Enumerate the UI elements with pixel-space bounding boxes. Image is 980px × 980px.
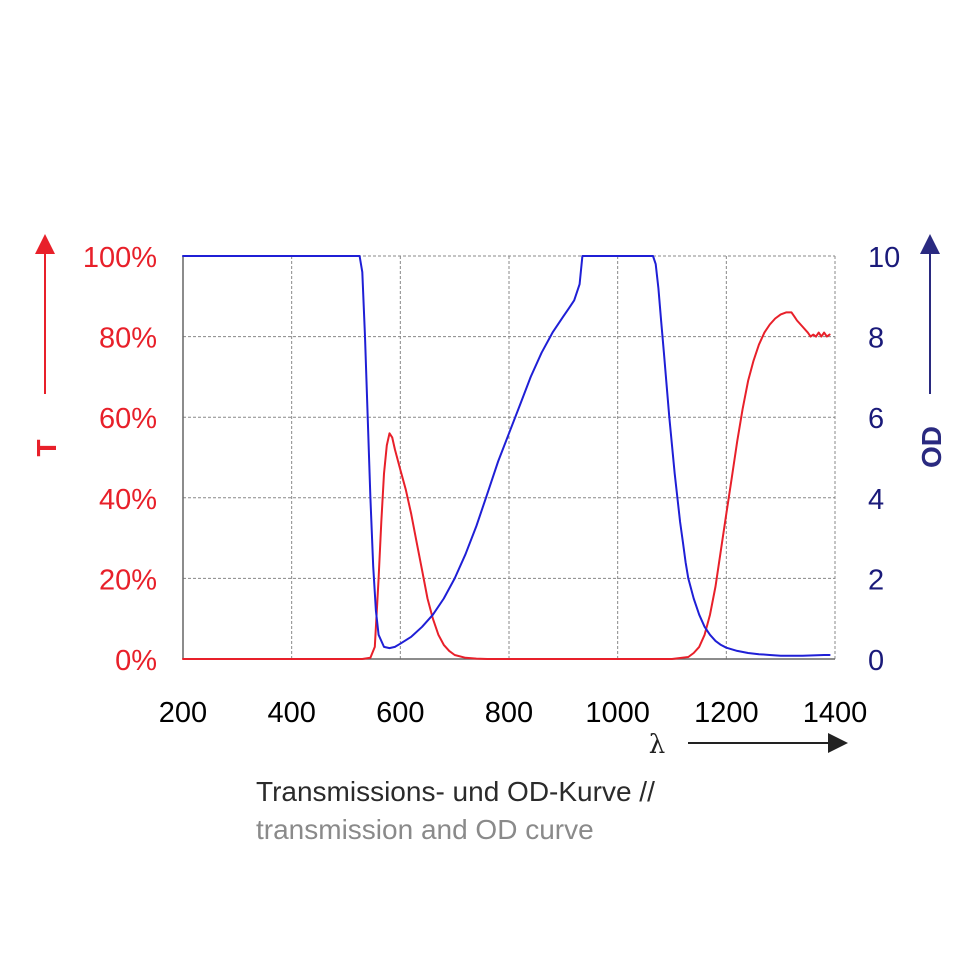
y-left-tick-label: 40% xyxy=(99,484,157,516)
y-left-tick-label: 80% xyxy=(99,323,157,355)
x-tick-label: 200 xyxy=(159,697,207,729)
y-left-tick-label: 20% xyxy=(99,564,157,596)
x-axis-title: λ xyxy=(649,730,665,760)
chart-title: Transmissions- und OD-Kurve // xyxy=(256,776,655,807)
series-layer xyxy=(182,255,831,660)
y-right-tick-label: 10 xyxy=(868,242,900,274)
y-right-tick-label: 4 xyxy=(868,484,884,516)
y-right-tick-label: 6 xyxy=(868,403,884,435)
x-tick-label: 400 xyxy=(267,697,315,729)
x-tick-label: 1000 xyxy=(585,697,650,729)
x-tick-label: 1400 xyxy=(803,697,868,729)
x-tick-label: 600 xyxy=(376,697,424,729)
right-axis-title: OD xyxy=(916,426,947,468)
y-left-tick-label: 100% xyxy=(83,242,157,274)
y-right-tick-label: 2 xyxy=(868,564,884,596)
grid xyxy=(182,255,836,660)
left-axis-title: T xyxy=(31,439,62,456)
chart-subtitle: transmission and OD curve xyxy=(256,814,594,845)
y-right-tick-label: 8 xyxy=(868,323,884,355)
y-right-tick-label: 0 xyxy=(868,645,884,677)
x-tick-label: 800 xyxy=(485,697,533,729)
od-series-line xyxy=(182,255,831,657)
tick-labels: 200 400 600 800 1000 1200 1400 0% 20% 40% 60% 80% 10… xyxy=(83,242,900,729)
transmission-series-line xyxy=(182,311,831,660)
y-left-tick-label: 60% xyxy=(99,403,157,435)
y-left-tick-label: 0% xyxy=(115,645,157,677)
x-tick-label: 1200 xyxy=(694,697,759,729)
